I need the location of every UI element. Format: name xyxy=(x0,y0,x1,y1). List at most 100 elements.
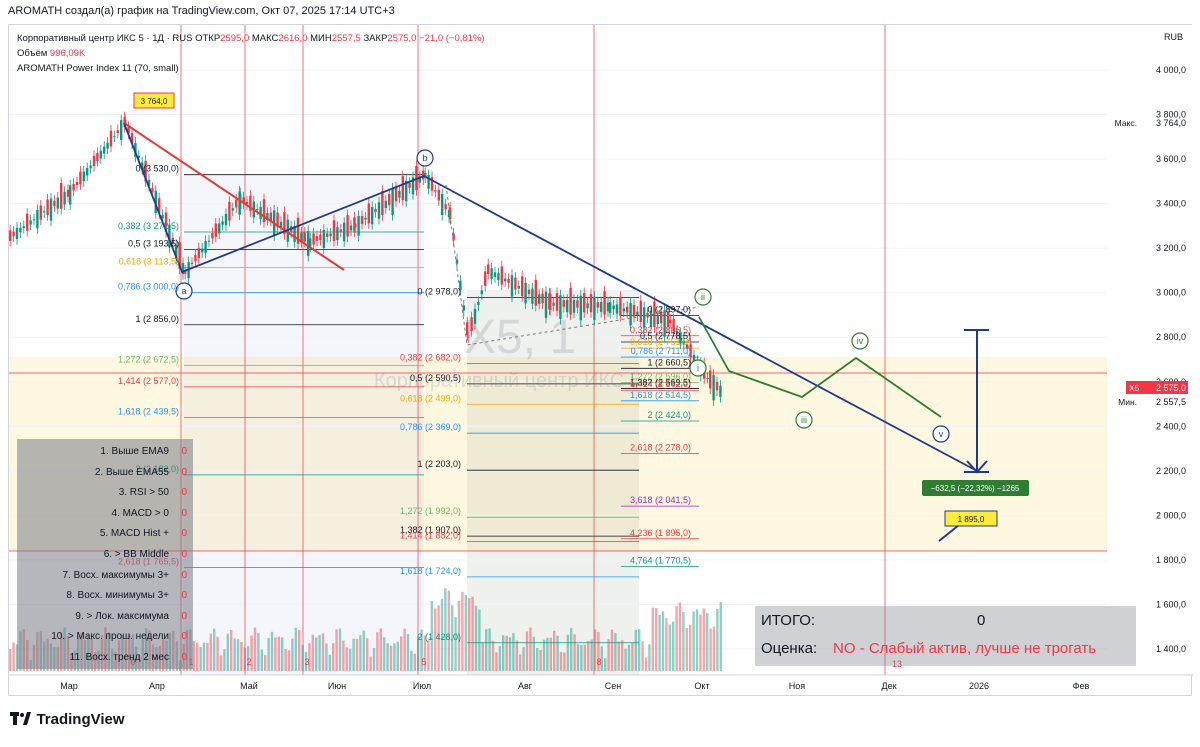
candle-body xyxy=(279,221,283,228)
change-value: −21,0 (−0,81%) xyxy=(419,33,485,44)
volume-bar xyxy=(410,650,413,671)
candle-body xyxy=(349,225,353,231)
fib-level-label: 1,618 (2 439,5) xyxy=(118,407,179,417)
volume-bar xyxy=(542,639,546,671)
candle-body xyxy=(231,208,234,211)
checklist-label: 2. Выше EMA55 xyxy=(94,466,169,478)
volume-bar xyxy=(447,590,450,671)
candle-body xyxy=(175,244,178,259)
candle-body xyxy=(514,277,517,290)
volume-bar xyxy=(587,640,590,671)
candle-body xyxy=(22,226,25,229)
candle-body xyxy=(151,187,154,193)
candle-body xyxy=(15,227,19,240)
candle-body xyxy=(181,262,185,275)
candle-body xyxy=(643,307,646,328)
candle-body xyxy=(339,229,342,232)
volume-bar xyxy=(661,611,665,671)
price-tick: 1 600,0 xyxy=(1156,599,1186,609)
volume-bar xyxy=(682,612,685,671)
checklist-value: 0 xyxy=(181,610,187,622)
wave-label: b xyxy=(422,153,427,163)
volume-bar xyxy=(250,635,253,671)
max-label: Макс. xyxy=(1115,118,1137,128)
volume-bar xyxy=(413,653,416,671)
volume-bar xyxy=(376,632,379,671)
currency-label[interactable]: RUB xyxy=(1163,32,1183,42)
candle-body xyxy=(669,319,672,323)
candle-body xyxy=(487,264,490,275)
candle-body xyxy=(656,315,659,325)
candle-body xyxy=(161,214,164,219)
volume-bar xyxy=(488,628,491,671)
chart-pane[interactable]: Корпоративный центр ИКС 5 · 1Д · RUS ОТК… xyxy=(8,24,1193,697)
candle-body xyxy=(527,289,531,295)
fib-lines xyxy=(184,174,699,644)
price-tick: 2 400,0 xyxy=(1156,421,1186,431)
open-value: 2595,0 xyxy=(220,33,250,44)
volume-bar xyxy=(525,631,529,671)
candle-body xyxy=(538,294,541,304)
symbol-name[interactable]: Корпоративный центр ИКС 5 · 1Д · RUS xyxy=(17,33,193,44)
chart-canvas[interactable]: −632,5 (−22,32%) −1265 3 764,0 1 895,0 a… xyxy=(9,25,1193,697)
wave-label: a xyxy=(181,286,186,296)
volume-bar xyxy=(641,641,644,671)
wave-marker xyxy=(689,359,707,377)
volume-bar xyxy=(576,644,580,671)
candle-body xyxy=(544,291,548,318)
checklist-row: 4. MACD > 0 0 xyxy=(17,504,193,524)
candle-body xyxy=(398,191,401,198)
checklist-label: 9. > Лок. максимума xyxy=(75,610,169,622)
checklist-row: 10. > Макс. прош. недели 0 xyxy=(17,627,193,647)
candle-body xyxy=(675,331,679,334)
wave-marker xyxy=(416,149,434,167)
volume-bar xyxy=(464,594,467,671)
candle-body xyxy=(689,343,692,358)
candle-body xyxy=(322,229,325,249)
indicator-name[interactable]: AROMATH Power Index 11 (70, small) xyxy=(17,63,179,74)
time-tick: Июл xyxy=(413,681,431,691)
watermark-ticker: X5, 1 xyxy=(464,311,577,364)
candle-body xyxy=(249,195,252,212)
volume-bar xyxy=(298,630,301,671)
candle-body xyxy=(332,220,336,241)
fib-level-label: 1,414 (2 577,0) xyxy=(118,376,179,386)
candle-body xyxy=(228,202,231,221)
volume-bar xyxy=(400,636,403,671)
volume-bar xyxy=(362,630,365,671)
time-axis[interactable]: Мар Апр Май Июн Июл Авг Сен Окт Ноя Дек 2026 Фев xyxy=(60,681,1089,691)
candle-body xyxy=(336,227,339,241)
volume-bar xyxy=(247,646,250,671)
fib-level-label: 0,618 (2 499,0) xyxy=(400,393,461,403)
dotted-link xyxy=(445,184,700,346)
candle-body xyxy=(622,308,625,312)
candle-body xyxy=(242,197,245,204)
candle-body xyxy=(315,236,319,241)
checklist-panel: 1. Выше EMA9 0 2. Выше EMA55 0 3. RSI > 50 0 4… xyxy=(17,439,193,669)
candle-body xyxy=(405,180,408,202)
volume-bar xyxy=(338,628,342,671)
candle-body xyxy=(164,212,168,232)
candle-body xyxy=(137,155,140,158)
volume-bar xyxy=(709,628,712,671)
checklist-label: 4. MACD > 0 xyxy=(111,507,169,519)
volume-bar xyxy=(563,652,566,671)
fib-level-label: 1,382 (2 569,5) xyxy=(630,378,691,388)
candle-body xyxy=(221,221,224,225)
candle-body xyxy=(86,168,89,176)
candle-body xyxy=(211,233,214,239)
volume-bar xyxy=(712,626,716,671)
volume-bar xyxy=(529,627,532,671)
candle-body xyxy=(666,311,670,327)
candle-body xyxy=(124,119,127,125)
candle-body xyxy=(507,278,510,283)
candle-body xyxy=(116,130,119,134)
candle-body xyxy=(480,290,483,295)
wave-label: iii xyxy=(801,415,807,425)
candle-body xyxy=(559,295,562,319)
checklist-value: 0 xyxy=(181,652,187,663)
volume-bar xyxy=(556,635,559,671)
volume-bar xyxy=(294,627,297,671)
candle-body xyxy=(467,336,470,338)
fib-level-label: 0,5 (3 193,5) xyxy=(128,239,179,249)
